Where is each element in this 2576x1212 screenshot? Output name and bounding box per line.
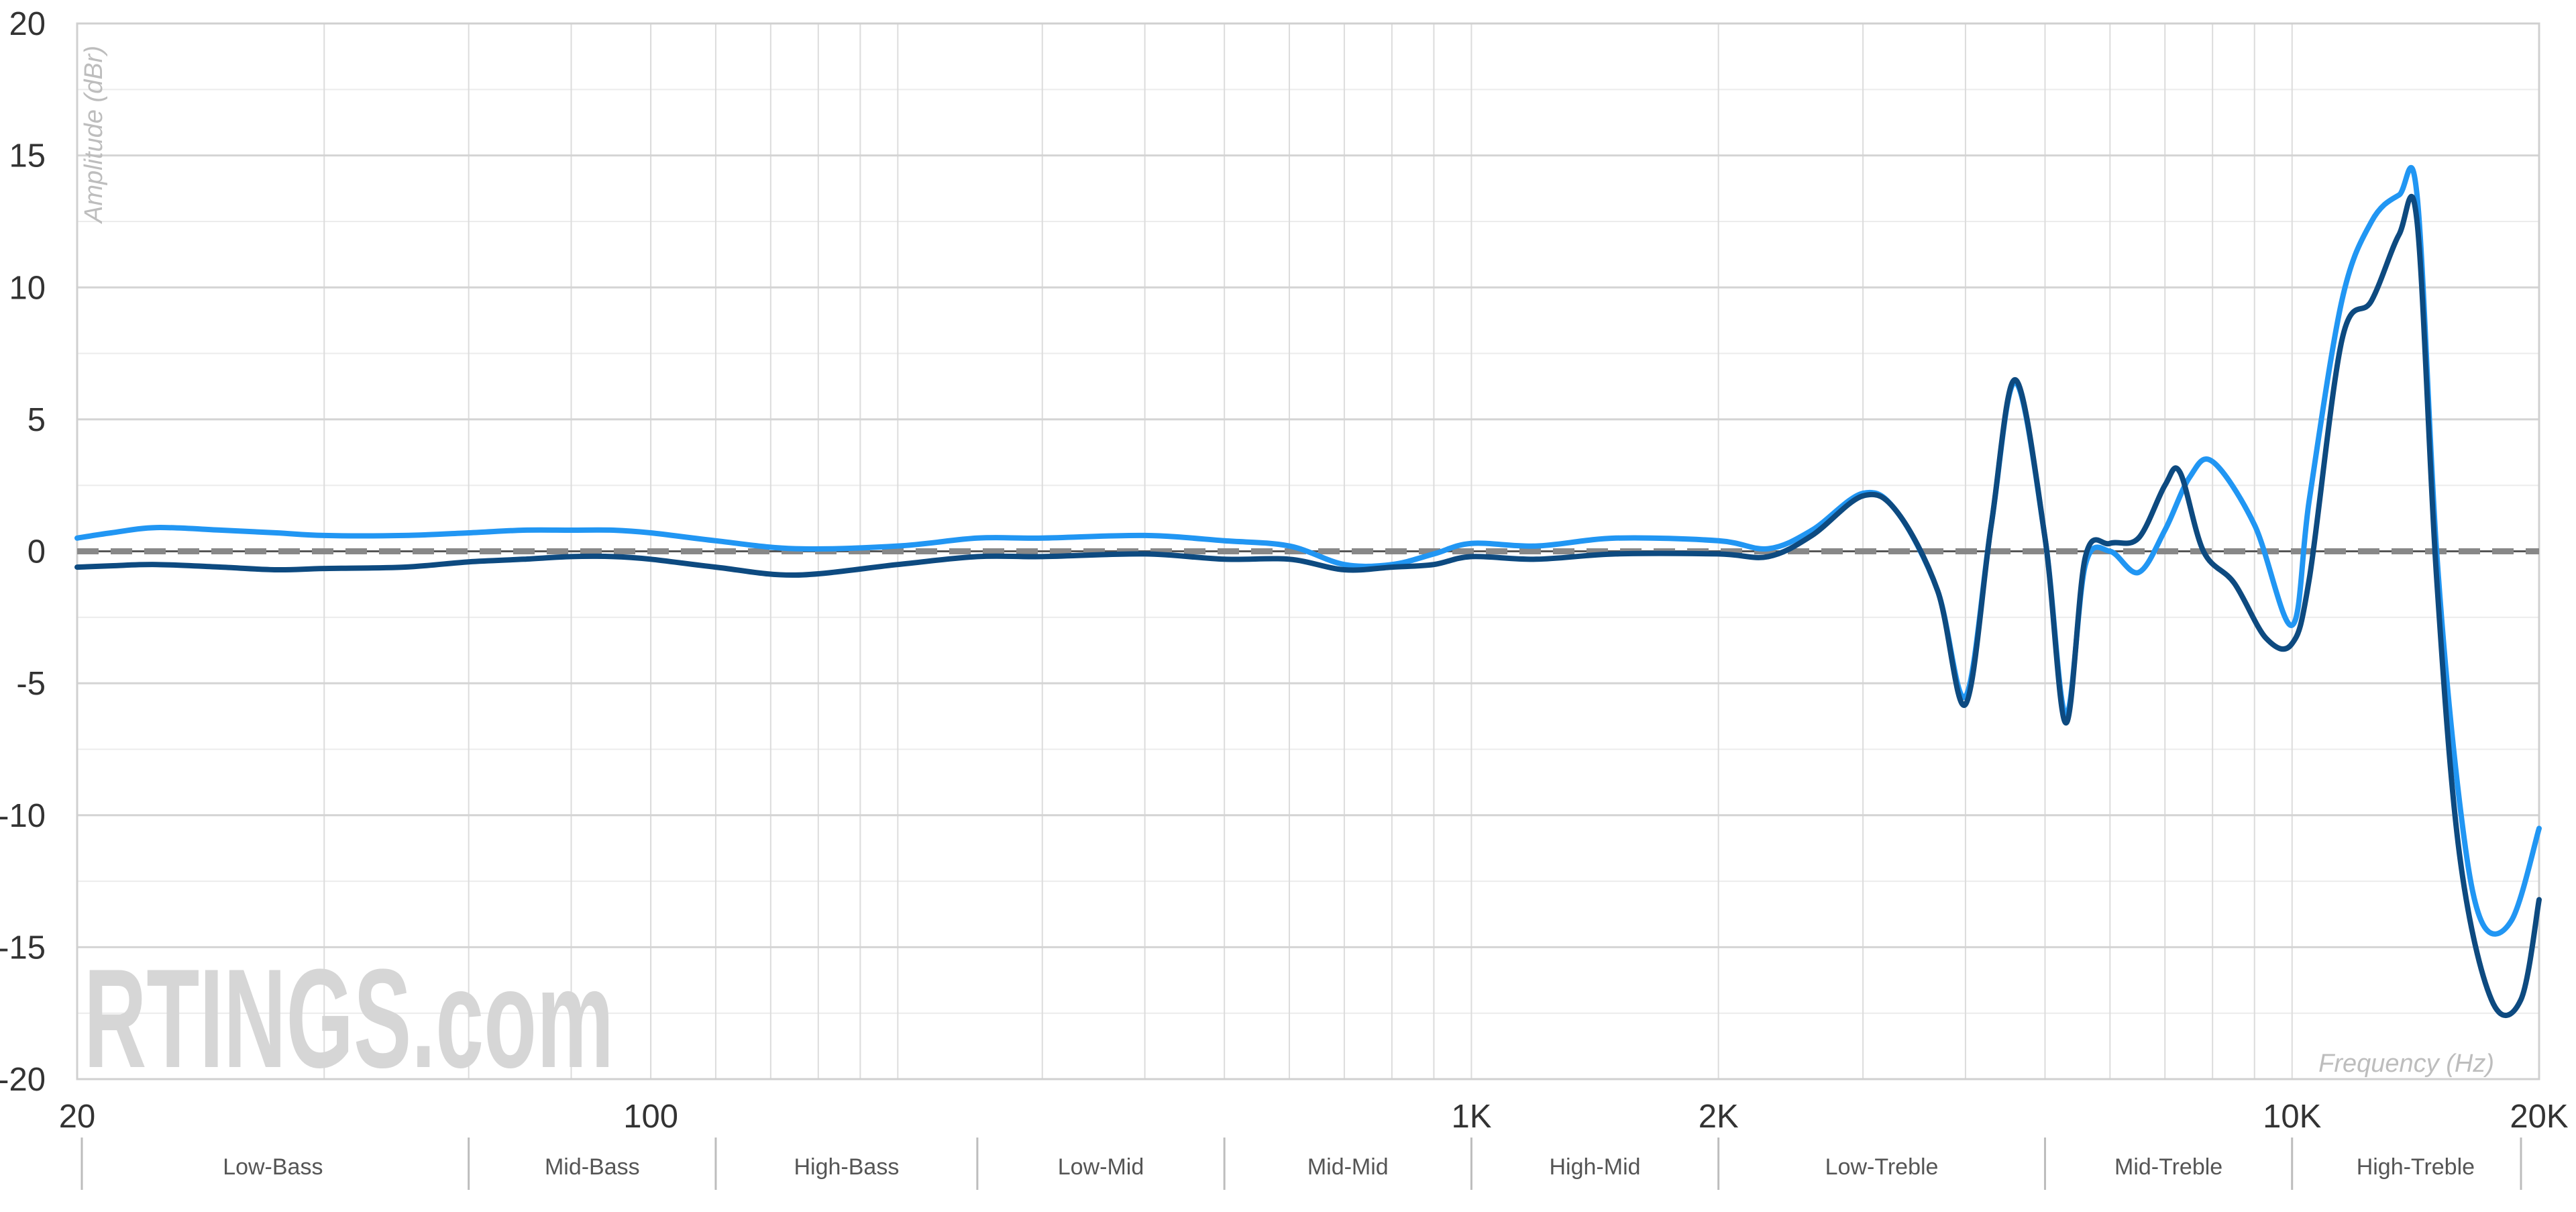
- x-tick-label: 2K: [1699, 1099, 1739, 1135]
- frequency-bands: Low-Bass Mid-Bass High-Bass Low-Mid Mid-Mid H…: [80, 1138, 2522, 1190]
- y-axis-title: Amplitude (dBr): [80, 46, 108, 224]
- band-label: High-Mid: [1550, 1154, 1641, 1180]
- band-label: Low-Mid: [1058, 1154, 1144, 1180]
- y-tick-label: -10: [0, 798, 46, 834]
- y-tick-label: -15: [0, 929, 46, 966]
- band-label: High-Bass: [794, 1154, 899, 1180]
- x-tick-label: 10K: [2263, 1099, 2322, 1135]
- band-label: Mid-Treble: [2114, 1154, 2222, 1180]
- band-label: High-Treble: [2357, 1154, 2475, 1180]
- y-tick-label: -5: [16, 666, 46, 702]
- band-label: Low-Treble: [1825, 1154, 1939, 1180]
- band-label: Mid-Mid: [1307, 1154, 1389, 1180]
- y-tick-label: 10: [9, 270, 46, 306]
- x-tick-label: 1K: [1451, 1099, 1491, 1135]
- y-tick-label: 15: [9, 138, 46, 174]
- band-label: Low-Bass: [223, 1154, 323, 1180]
- x-tick-label: 100: [623, 1099, 678, 1135]
- series-line-2: [74, 194, 2542, 1018]
- y-tick-label: 20: [9, 6, 46, 42]
- y-tick-label: 0: [28, 534, 46, 570]
- band-label: Mid-Bass: [545, 1154, 640, 1180]
- x-tick-label: 20K: [2510, 1099, 2569, 1135]
- y-tick-label: -20: [0, 1062, 46, 1098]
- y-tick-labels: 20 15 10 5 0 -5 -10 -15 -20: [0, 6, 46, 1098]
- x-tick-label: 20: [59, 1099, 96, 1135]
- x-axis-title: Frequency (Hz): [2318, 1050, 2494, 1078]
- series-lines: [74, 164, 2542, 1018]
- x-tick-labels: 20 100 1K 2K 10K 20K: [59, 1099, 2569, 1135]
- watermark-logo: RTINGS.com: [84, 940, 614, 1097]
- y-tick-label: 5: [28, 402, 46, 438]
